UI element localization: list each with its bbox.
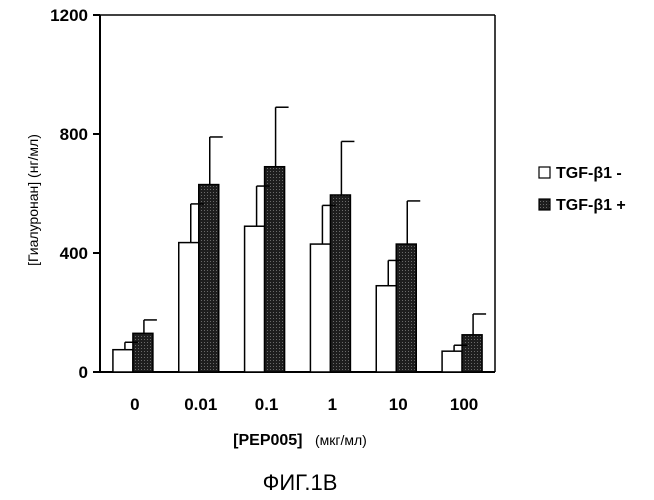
legend: TGF-β1 - TGF-β1 + <box>539 165 626 214</box>
bar-tgf-plus-0 <box>133 333 153 372</box>
x-tick-label-0: 0 <box>130 395 139 414</box>
x-axis-label-units: (мкг/мл) <box>315 432 367 448</box>
x-tick-label-5: 100 <box>450 395 478 414</box>
x-tick-label-1: 0.01 <box>184 395 217 414</box>
legend-swatch-0 <box>539 167 550 178</box>
chart-axes <box>100 15 495 372</box>
x-tick-label-3: 1 <box>328 395 337 414</box>
y-axis-label: [Гиалуронан] (нг/мл) <box>25 134 41 266</box>
legend-label-0: TGF-β1 - <box>556 165 622 182</box>
bar-tgf-plus-3 <box>330 195 350 372</box>
bar-tgf-minus-5 <box>442 351 462 372</box>
x-ticks: 0 0.01 0.1 1 10 100 <box>130 395 478 414</box>
y-tick-label-2: 800 <box>60 125 88 144</box>
bars <box>113 167 482 372</box>
y-tick-label-0: 0 <box>79 363 88 382</box>
y-tick-label-1: 400 <box>60 244 88 263</box>
bar-tgf-plus-2 <box>265 167 285 372</box>
figure-caption: ФИГ.1B <box>263 470 338 495</box>
x-axis-label-bold: [PEP005] <box>233 432 302 449</box>
legend-swatch-1 <box>539 199 550 210</box>
bar-tgf-minus-4 <box>376 286 396 372</box>
x-axis-label: [PEP005] (мкг/мл) <box>233 432 367 449</box>
legend-entry-1: TGF-β1 + <box>539 197 626 214</box>
x-tick-label-4: 10 <box>389 395 408 414</box>
legend-entry-0: TGF-β1 - <box>539 165 622 182</box>
bar-tgf-plus-5 <box>462 335 482 372</box>
bar-tgf-minus-0 <box>113 350 133 372</box>
bar-tgf-minus-2 <box>245 226 265 372</box>
y-ticks: 0 400 800 1200 <box>50 6 100 382</box>
bar-tgf-minus-1 <box>179 243 199 372</box>
bar-tgf-minus-3 <box>310 244 330 372</box>
bar-tgf-plus-1 <box>199 185 219 372</box>
x-tick-label-2: 0.1 <box>255 395 279 414</box>
legend-label-1: TGF-β1 + <box>556 197 626 214</box>
y-tick-label-3: 1200 <box>50 6 88 25</box>
bar-tgf-plus-4 <box>396 244 416 372</box>
